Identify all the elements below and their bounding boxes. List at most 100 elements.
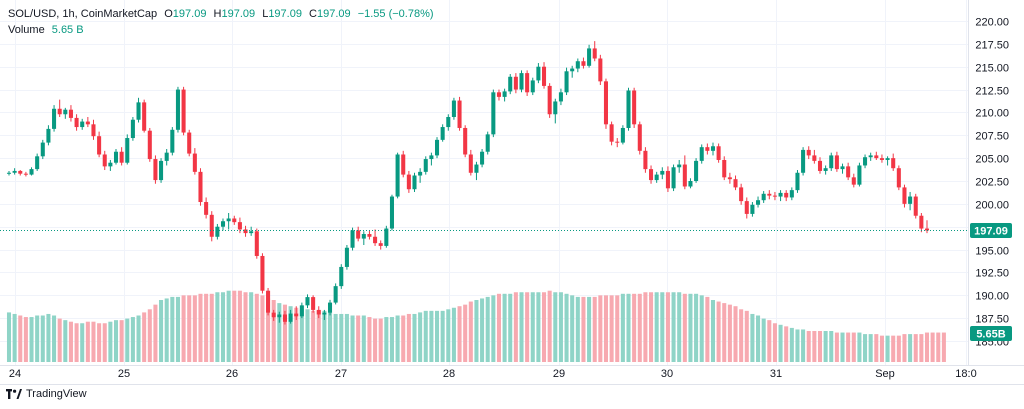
volume-bar bbox=[125, 318, 130, 362]
candle-body bbox=[722, 159, 727, 178]
candle-body bbox=[147, 130, 152, 160]
candle-up bbox=[519, 70, 524, 93]
volume-bar bbox=[823, 331, 828, 362]
candle-down bbox=[237, 217, 242, 234]
candle-body bbox=[727, 177, 732, 180]
candle-down bbox=[682, 155, 687, 190]
x-tick-label: 25 bbox=[118, 368, 130, 380]
x-tick-label: Sep bbox=[875, 368, 895, 380]
candle-down bbox=[598, 54, 603, 85]
candle-body bbox=[187, 132, 192, 154]
candle-body bbox=[823, 168, 828, 171]
volume-bar bbox=[457, 306, 462, 362]
x-tick-label: 31 bbox=[770, 368, 782, 380]
volume-bar bbox=[85, 321, 90, 362]
candle-down bbox=[68, 105, 73, 122]
high-value: 197.09 bbox=[221, 8, 256, 20]
volume-bar bbox=[80, 323, 85, 362]
candle-up bbox=[35, 153, 40, 171]
candle-body bbox=[525, 73, 530, 93]
candle-body bbox=[575, 61, 580, 69]
candle-body bbox=[344, 247, 349, 267]
candle-up bbox=[80, 118, 85, 130]
volume-bar bbox=[198, 293, 203, 362]
candle-body bbox=[632, 90, 637, 125]
volume-bar bbox=[632, 293, 637, 362]
volume-bar bbox=[840, 332, 845, 362]
candle-down bbox=[705, 143, 710, 155]
candle-body bbox=[232, 218, 237, 223]
candle-up bbox=[575, 58, 580, 73]
candle-body bbox=[299, 305, 304, 317]
volume-bar bbox=[350, 315, 355, 362]
candle-up bbox=[322, 309, 327, 320]
volume-bar bbox=[474, 300, 479, 362]
volume-bar bbox=[389, 317, 394, 362]
candle-up bbox=[626, 87, 631, 131]
volume-bar bbox=[113, 320, 119, 362]
candle-up bbox=[908, 191, 913, 211]
candle-body bbox=[12, 170, 17, 173]
candle-up bbox=[440, 124, 445, 142]
open-label: O bbox=[164, 8, 173, 20]
volume-bar bbox=[908, 334, 913, 362]
candle-body bbox=[389, 196, 394, 229]
volume-bar bbox=[570, 295, 575, 362]
volume-bar bbox=[851, 332, 856, 362]
candle-up bbox=[536, 63, 541, 84]
volume-bar bbox=[513, 292, 518, 362]
candle-up bbox=[750, 202, 755, 217]
x-tick-label: 26 bbox=[226, 368, 238, 380]
candle-body bbox=[322, 312, 327, 315]
candle-down bbox=[260, 253, 265, 294]
candle-down bbox=[637, 121, 642, 155]
candle-body bbox=[198, 171, 203, 203]
candle-body bbox=[851, 177, 856, 185]
candle-up bbox=[857, 162, 862, 187]
candle-down bbox=[891, 153, 896, 171]
candle-body bbox=[609, 124, 614, 142]
candle-down bbox=[812, 149, 817, 164]
volume-bar bbox=[153, 304, 158, 362]
candle-body bbox=[710, 146, 716, 151]
candle-body bbox=[159, 160, 164, 181]
volume-bar bbox=[451, 307, 456, 362]
candle-body bbox=[547, 85, 552, 115]
symbol-info[interactable]: SOL/USD, 1h, CoinMarketCap bbox=[8, 8, 158, 20]
candle-up bbox=[558, 88, 563, 106]
candle-down bbox=[18, 170, 23, 176]
candle-body bbox=[288, 313, 293, 322]
low-label: L bbox=[262, 8, 269, 20]
candle-body bbox=[784, 192, 789, 198]
candle-down bbox=[282, 310, 287, 325]
candle-up bbox=[620, 125, 625, 145]
candle-body bbox=[97, 136, 102, 155]
volume-bar bbox=[761, 318, 766, 362]
candle-body bbox=[772, 195, 777, 197]
volume-bar bbox=[744, 310, 749, 362]
candle-up bbox=[502, 88, 507, 102]
volume-bar bbox=[311, 310, 316, 362]
candle-body bbox=[243, 229, 248, 234]
candle-down bbox=[266, 287, 271, 316]
candle-up bbox=[6, 170, 12, 176]
low-value: 197.09 bbox=[268, 8, 302, 20]
candle-body bbox=[446, 117, 451, 128]
volume-bar bbox=[795, 329, 800, 362]
volume-bar bbox=[237, 290, 242, 362]
volume-bar bbox=[271, 300, 276, 362]
volume-bar bbox=[367, 317, 372, 362]
volume-bar bbox=[581, 296, 586, 362]
candle-body bbox=[316, 309, 321, 315]
volume-bar bbox=[260, 295, 265, 362]
candle-up bbox=[361, 231, 366, 245]
candle-body bbox=[406, 174, 411, 190]
candle-down bbox=[254, 228, 259, 259]
tradingview-brand[interactable]: TradingView bbox=[6, 388, 87, 400]
chart-legend: SOL/USD, 1h, CoinMarketCap O197.09 H197.… bbox=[8, 6, 434, 38]
candle-up bbox=[570, 65, 575, 78]
candle-down bbox=[119, 147, 124, 166]
candle-down bbox=[192, 148, 197, 175]
y-tick-label: 220.00 bbox=[975, 17, 1009, 29]
